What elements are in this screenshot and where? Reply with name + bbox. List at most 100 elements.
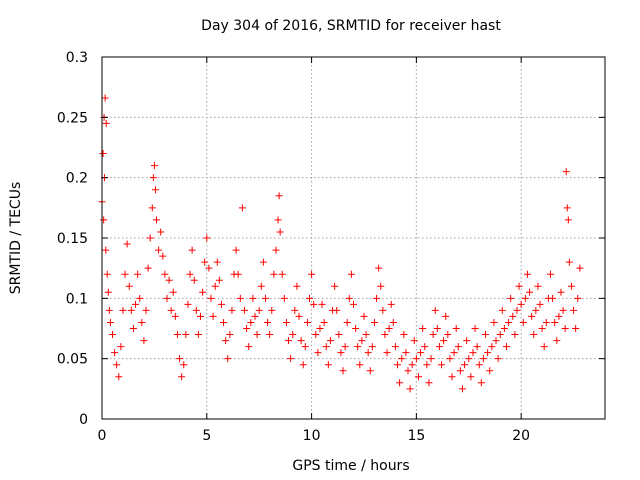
data-point xyxy=(475,361,483,369)
data-point xyxy=(379,306,387,314)
data-point xyxy=(115,373,123,381)
data-point xyxy=(180,361,188,369)
data-point xyxy=(454,343,462,351)
data-point xyxy=(299,361,307,369)
data-point xyxy=(289,331,297,339)
y-tick-label: 0.15 xyxy=(57,231,88,247)
data-point xyxy=(505,318,513,326)
data-point xyxy=(450,349,458,357)
y-tick-label: 0.3 xyxy=(66,50,88,66)
data-point xyxy=(316,325,324,332)
data-point xyxy=(324,361,332,369)
data-point xyxy=(220,318,228,326)
data-point xyxy=(561,325,569,332)
data-point xyxy=(125,282,133,290)
data-point xyxy=(276,228,284,236)
data-point xyxy=(287,355,295,363)
data-point xyxy=(513,306,521,314)
data-point xyxy=(178,373,186,381)
data-point xyxy=(502,343,510,351)
data-point xyxy=(362,331,370,339)
data-point xyxy=(567,282,575,290)
data-point xyxy=(173,331,181,339)
data-point xyxy=(234,270,242,278)
data-point xyxy=(433,325,441,332)
data-point xyxy=(205,264,213,272)
data-point xyxy=(100,216,108,224)
data-point xyxy=(337,349,345,357)
data-point xyxy=(574,294,582,302)
data-point xyxy=(151,186,159,194)
data-point xyxy=(549,294,557,302)
data-point xyxy=(226,331,234,339)
data-point xyxy=(331,282,339,290)
data-point xyxy=(511,331,519,339)
data-point xyxy=(217,300,225,308)
data-point xyxy=(496,331,504,339)
data-point xyxy=(163,294,171,302)
data-point xyxy=(199,288,207,296)
data-point xyxy=(381,331,389,339)
plot-frame xyxy=(101,56,606,420)
data-point xyxy=(159,252,167,260)
data-point xyxy=(364,349,372,357)
data-point xyxy=(104,288,112,296)
data-point xyxy=(275,192,283,200)
data-point xyxy=(404,367,412,375)
data-point xyxy=(517,300,525,308)
data-point xyxy=(461,361,469,369)
y-tick-label: 0.1 xyxy=(66,291,88,307)
data-point xyxy=(280,294,288,302)
x-tick-label: 5 xyxy=(202,428,211,444)
data-point xyxy=(157,228,165,236)
data-point xyxy=(542,318,550,326)
data-point xyxy=(347,270,355,278)
data-point xyxy=(140,337,148,345)
data-point xyxy=(341,343,349,351)
data-point xyxy=(305,294,313,302)
data-point xyxy=(431,306,439,314)
data-point xyxy=(314,349,322,357)
data-point xyxy=(106,318,114,326)
data-point xyxy=(553,337,561,345)
data-point xyxy=(253,331,261,339)
data-point xyxy=(301,343,309,351)
data-point xyxy=(105,306,113,314)
data-point xyxy=(155,246,163,254)
data-point xyxy=(572,325,580,332)
x-tick-label: 20 xyxy=(512,428,530,444)
data-point xyxy=(169,288,177,296)
data-point xyxy=(99,150,107,158)
data-point xyxy=(176,355,184,363)
data-point xyxy=(440,337,448,345)
data-point xyxy=(102,246,110,254)
data-point xyxy=(507,294,515,302)
data-point xyxy=(458,385,466,393)
data-point xyxy=(570,306,578,314)
data-point xyxy=(310,300,318,308)
data-point xyxy=(448,373,456,381)
data-point xyxy=(463,337,471,345)
data-point xyxy=(111,349,119,357)
data-point xyxy=(576,264,584,272)
data-point xyxy=(121,270,129,278)
grid-layer xyxy=(102,57,605,419)
data-point xyxy=(132,300,140,308)
data-point xyxy=(396,379,404,387)
data-point xyxy=(318,300,326,308)
data-point xyxy=(142,306,150,314)
data-point xyxy=(149,174,157,182)
data-point xyxy=(228,306,236,314)
data-point xyxy=(540,343,548,351)
data-point xyxy=(192,306,200,314)
data-point xyxy=(308,270,316,278)
data-point xyxy=(188,246,196,254)
data-point xyxy=(146,234,154,242)
data-point xyxy=(456,367,464,375)
data-point xyxy=(326,337,334,345)
data-point xyxy=(419,325,427,332)
data-point xyxy=(266,331,274,339)
data-point xyxy=(530,331,538,339)
data-point xyxy=(249,294,257,302)
